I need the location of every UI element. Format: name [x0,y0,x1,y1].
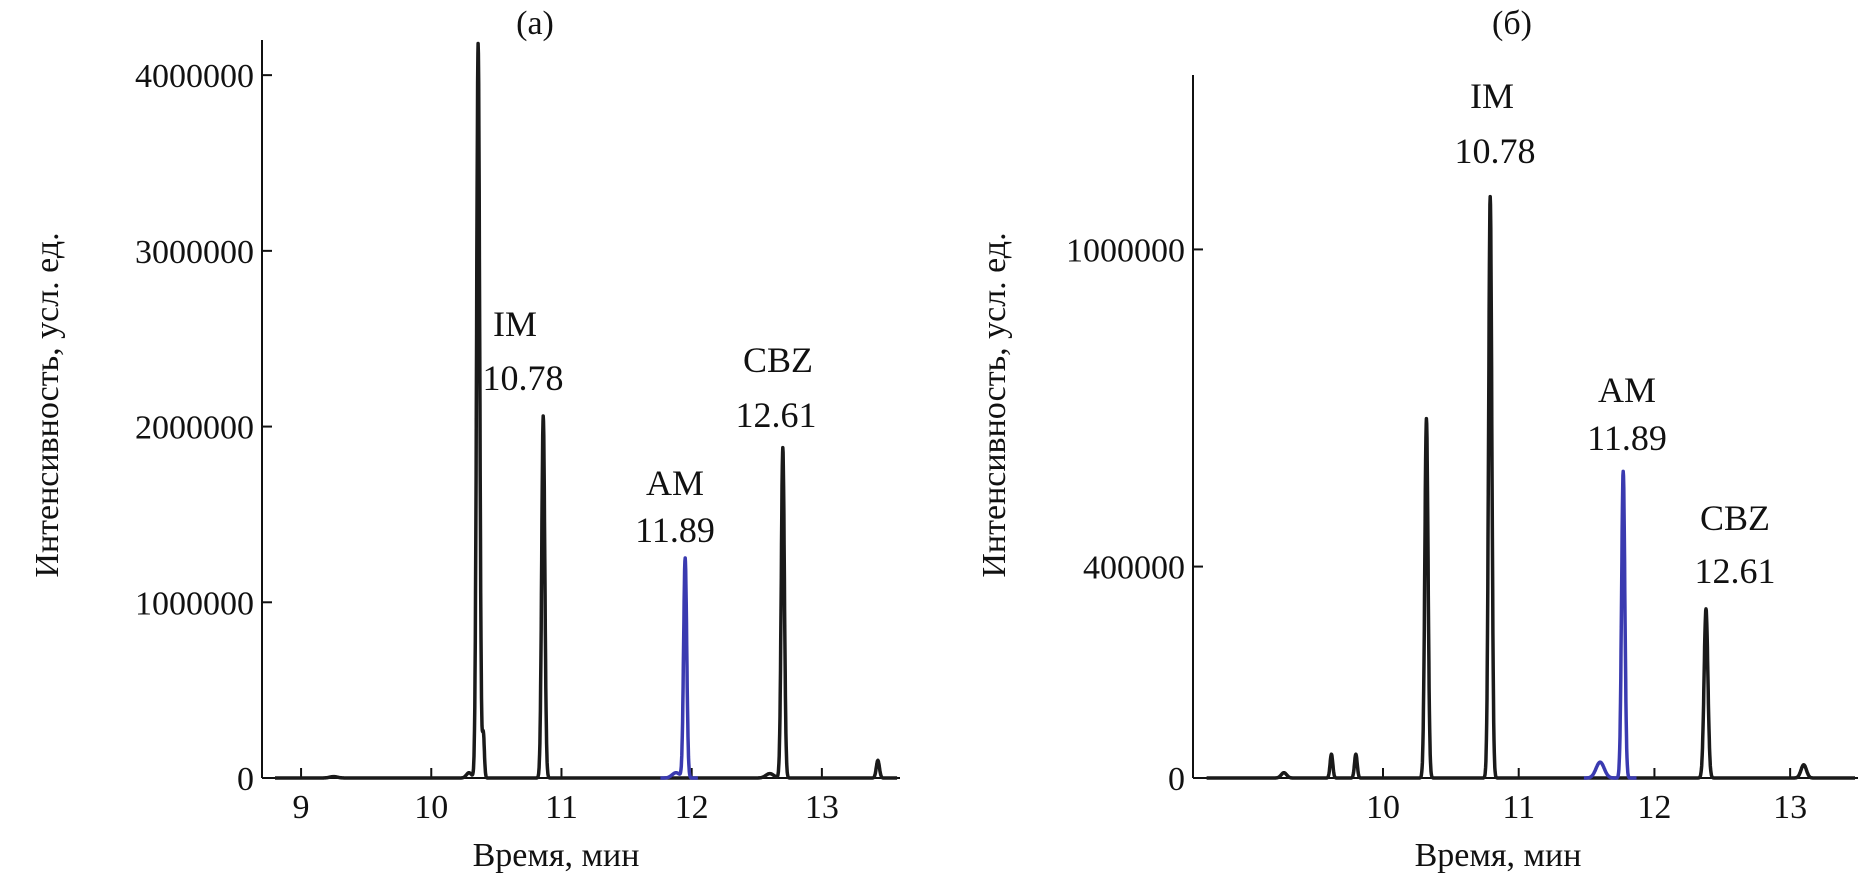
x-tick-label: 10 [1366,789,1400,826]
x-axis-title: Время, мин [473,837,640,874]
peak-label-name: AM [1598,370,1656,410]
peak-label-time: 12.61 [1695,551,1776,591]
series-trace-blue [658,556,700,780]
y-tick-label: 400000 [1083,550,1185,587]
y-tick-label: 2000000 [135,410,254,447]
x-tick-label: 12 [1637,789,1671,826]
y-axis-title: Интенсивность, усл. ед. [976,232,1013,577]
y-axis-title: Интенсивность, усл. ед. [29,232,66,577]
panel-title: (б) [1492,5,1532,42]
x-tick-label: 12 [675,789,709,826]
series-trace-black [1205,194,1857,780]
y-tick-label: 1000000 [135,585,254,622]
x-tick-label: 13 [805,789,839,826]
chart-panel-a: (а) 0 1000000 2000000 3000000 4000000 9 10 11 12 1… [29,5,900,874]
chart-panel-b: (б) 0 400000 1000000 10 11 12 13 Время, мин Интен… [976,5,1858,874]
x-axis-title: Время, мин [1415,837,1582,874]
y-tick-label: 1000000 [1066,232,1185,269]
x-tick-label: 11 [1502,789,1535,826]
series-trace-black [273,41,899,780]
x-tick-label: 9 [293,789,310,826]
peak-label-time: 11.89 [1587,418,1667,458]
y-tick-label: 4000000 [135,58,254,95]
y-tick-label: 3000000 [135,234,254,271]
peak-label-time: 11.89 [635,510,715,550]
peak-label-name: IM [493,304,537,344]
peak-label-time: 10.78 [1455,131,1536,171]
y-tick-label: 0 [1168,761,1185,798]
peak-label-time: 10.78 [483,358,564,398]
peak-label-name: CBZ [743,340,813,380]
peak-label-name: IM [1470,76,1514,116]
peak-label-name: AM [646,463,704,503]
y-tick-label: 0 [237,761,254,798]
x-tick-label: 13 [1773,789,1807,826]
series-trace-blue [1582,469,1638,780]
peak-label-time: 12.61 [736,395,817,435]
panel-title: (а) [516,5,554,42]
peak-label-name: CBZ [1700,498,1770,538]
x-tick-label: 11 [545,789,578,826]
x-tick-label: 10 [414,789,448,826]
